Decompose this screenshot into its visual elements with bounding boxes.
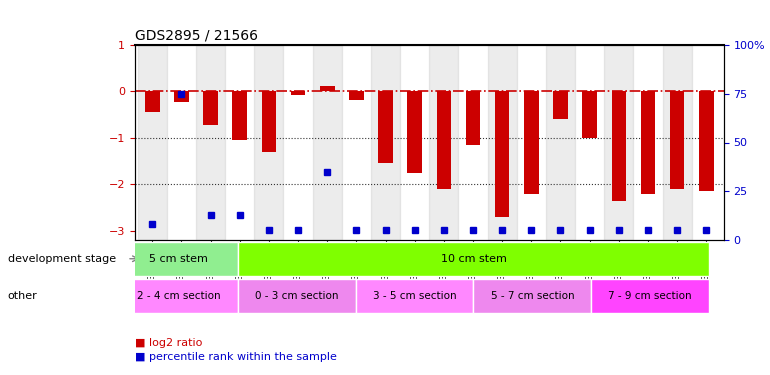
Bar: [313, 45, 342, 240]
Bar: [546, 45, 575, 240]
Bar: [174, 92, 189, 102]
Bar: [407, 92, 422, 172]
Bar: [662, 45, 691, 240]
Bar: [291, 92, 306, 95]
Bar: [670, 92, 685, 189]
Bar: [262, 92, 276, 152]
Bar: [371, 45, 400, 240]
FancyBboxPatch shape: [120, 242, 238, 276]
Bar: [203, 92, 218, 125]
Bar: [429, 45, 458, 240]
Bar: [487, 45, 517, 240]
Bar: [524, 92, 539, 194]
Text: ■ percentile rank within the sample: ■ percentile rank within the sample: [135, 352, 336, 363]
Text: 2 - 4 cm section: 2 - 4 cm section: [137, 291, 221, 301]
Text: 5 - 7 cm section: 5 - 7 cm section: [490, 291, 574, 301]
Text: GDS2895 / 21566: GDS2895 / 21566: [135, 28, 258, 42]
Bar: [641, 92, 655, 194]
FancyBboxPatch shape: [120, 279, 238, 313]
FancyBboxPatch shape: [591, 279, 709, 313]
Bar: [553, 92, 567, 119]
Text: other: other: [8, 291, 38, 301]
Bar: [320, 86, 334, 92]
Bar: [699, 92, 714, 191]
Text: 3 - 5 cm section: 3 - 5 cm section: [373, 291, 457, 301]
Bar: [582, 92, 597, 138]
Bar: [349, 92, 363, 100]
Text: development stage: development stage: [8, 254, 115, 264]
FancyBboxPatch shape: [474, 279, 591, 313]
Text: 7 - 9 cm section: 7 - 9 cm section: [608, 291, 692, 301]
Bar: [254, 45, 283, 240]
Bar: [196, 45, 225, 240]
Bar: [138, 45, 167, 240]
Bar: [466, 92, 480, 145]
Bar: [611, 92, 626, 201]
Bar: [495, 92, 510, 217]
Text: ■ log2 ratio: ■ log2 ratio: [135, 338, 202, 348]
Bar: [145, 92, 159, 112]
Bar: [233, 92, 247, 140]
Bar: [604, 45, 634, 240]
Bar: [378, 92, 393, 164]
Text: 10 cm stem: 10 cm stem: [440, 254, 507, 264]
FancyBboxPatch shape: [238, 242, 709, 276]
FancyBboxPatch shape: [238, 279, 356, 313]
Bar: [437, 92, 451, 189]
Text: 5 cm stem: 5 cm stem: [149, 254, 209, 264]
Text: 0 - 3 cm section: 0 - 3 cm section: [255, 291, 339, 301]
FancyBboxPatch shape: [356, 279, 474, 313]
